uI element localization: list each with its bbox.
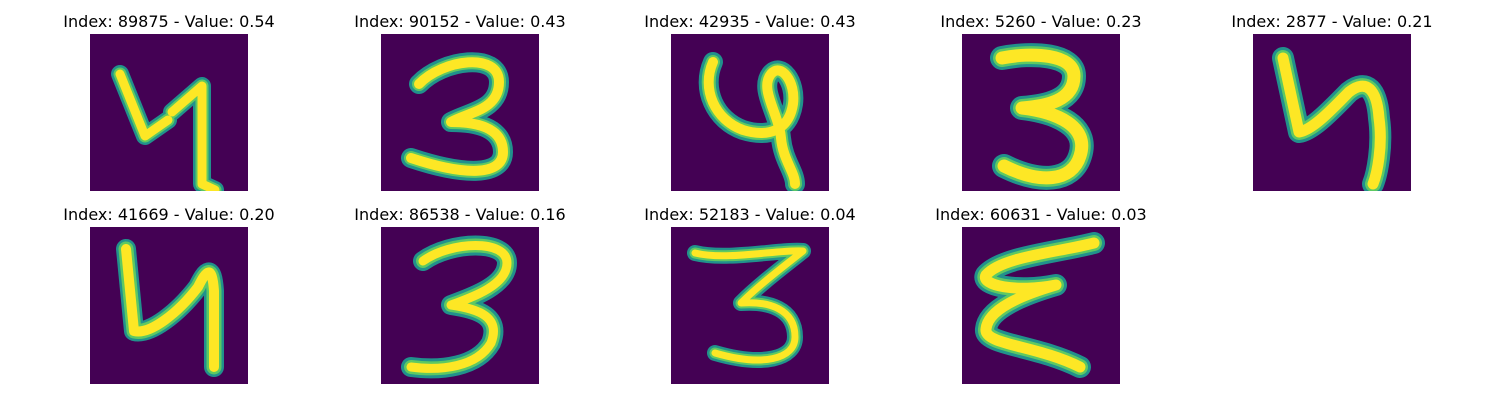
sample-title: Index: 2877 - Value: 0.21 [1231, 12, 1433, 31]
sample-cell: Index: 86538 - Value: 0.16 [345, 205, 575, 395]
digit-image-svg [671, 227, 829, 384]
digit-image [381, 34, 539, 191]
digit-image-svg [381, 34, 539, 191]
sample-title: Index: 86538 - Value: 0.16 [354, 205, 566, 224]
sample-title: Index: 42935 - Value: 0.43 [644, 12, 856, 31]
sample-cell: Index: 41669 - Value: 0.20 [54, 205, 284, 395]
sample-title: Index: 90152 - Value: 0.43 [354, 12, 566, 31]
sample-cell: Index: 52183 - Value: 0.04 [635, 205, 865, 395]
digit-image-svg [962, 227, 1120, 384]
digit-image [90, 34, 248, 191]
digit-image [962, 227, 1120, 384]
digit-image-svg [90, 227, 248, 384]
digit-image-svg [671, 34, 829, 191]
sample-title: Index: 52183 - Value: 0.04 [644, 205, 856, 224]
sample-cell: Index: 60631 - Value: 0.03 [926, 205, 1156, 395]
digit-image [381, 227, 539, 384]
sample-cell: Index: 5260 - Value: 0.23 [926, 12, 1156, 202]
sample-cell: Index: 89875 - Value: 0.54 [54, 12, 284, 202]
digit-image [671, 227, 829, 384]
digit-image-svg [1253, 34, 1411, 191]
digit-image [1253, 34, 1411, 191]
digit-image-svg [381, 227, 539, 384]
sample-cell: Index: 90152 - Value: 0.43 [345, 12, 575, 202]
sample-title: Index: 5260 - Value: 0.23 [940, 12, 1142, 31]
digit-image [90, 227, 248, 384]
digit-image [962, 34, 1120, 191]
digit-image-svg [90, 34, 248, 191]
sample-cell: Index: 2877 - Value: 0.21 [1217, 12, 1447, 202]
digit-image-svg [962, 34, 1120, 191]
sample-title: Index: 41669 - Value: 0.20 [63, 205, 275, 224]
sample-title: Index: 89875 - Value: 0.54 [63, 12, 275, 31]
digit-image [671, 34, 829, 191]
sample-cell: Index: 42935 - Value: 0.43 [635, 12, 865, 202]
sample-title: Index: 60631 - Value: 0.03 [935, 205, 1147, 224]
tile-background [671, 34, 829, 191]
